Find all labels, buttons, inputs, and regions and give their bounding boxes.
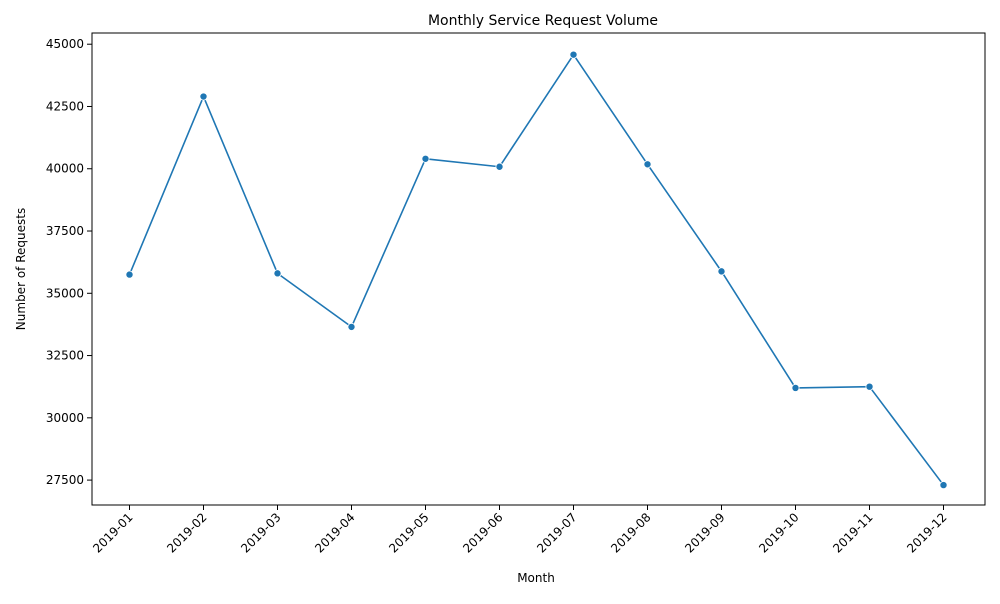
y-tick-label: 35000 [46,286,84,300]
data-point [939,481,948,490]
data-point [791,383,800,392]
y-axis: 27500 30000 32500 35000 37500 40000 42500 45000 [46,37,92,487]
data-point [199,92,208,101]
y-tick-label: 37500 [46,224,84,238]
data-point [273,269,282,278]
data-point [569,50,578,59]
x-tick-label: 2019-01 [90,510,135,555]
data-point [717,267,726,276]
y-tick-label: 27500 [46,473,84,487]
x-tick-label: 2019-06 [460,510,505,555]
x-axis-label: Month [517,571,555,585]
x-tick-label: 2019-07 [534,510,579,555]
y-axis-label: Number of Requests [14,208,28,330]
x-tick-label: 2019-04 [312,510,357,555]
data-point [495,162,504,171]
data-point [125,270,134,279]
x-tick-label: 2019-12 [904,510,949,555]
y-tick-label: 42500 [46,99,84,113]
data-point [643,160,652,169]
x-tick-label: 2019-02 [164,510,209,555]
data-point [347,322,356,331]
x-tick-label: 2019-11 [830,510,875,555]
series-layer [125,50,948,490]
x-tick-label: 2019-10 [756,510,801,555]
plot-frame [91,32,986,506]
y-tick-label: 45000 [46,37,84,51]
data-point [421,154,430,163]
data-point [865,382,874,391]
x-axis: 2019-01 2019-02 2019-03 2019-04 2019-05 2019-… [90,505,950,556]
y-tick-label: 40000 [46,162,84,176]
x-tick-label: 2019-08 [608,510,653,555]
series-line [128,53,945,486]
x-tick-label: 2019-05 [386,510,431,555]
y-tick-label: 32500 [46,349,84,363]
x-tick-label: 2019-09 [682,510,727,555]
y-tick-label: 30000 [46,411,84,425]
chart-title: Monthly Service Request Volume [428,13,658,29]
x-tick-label: 2019-03 [238,510,283,555]
